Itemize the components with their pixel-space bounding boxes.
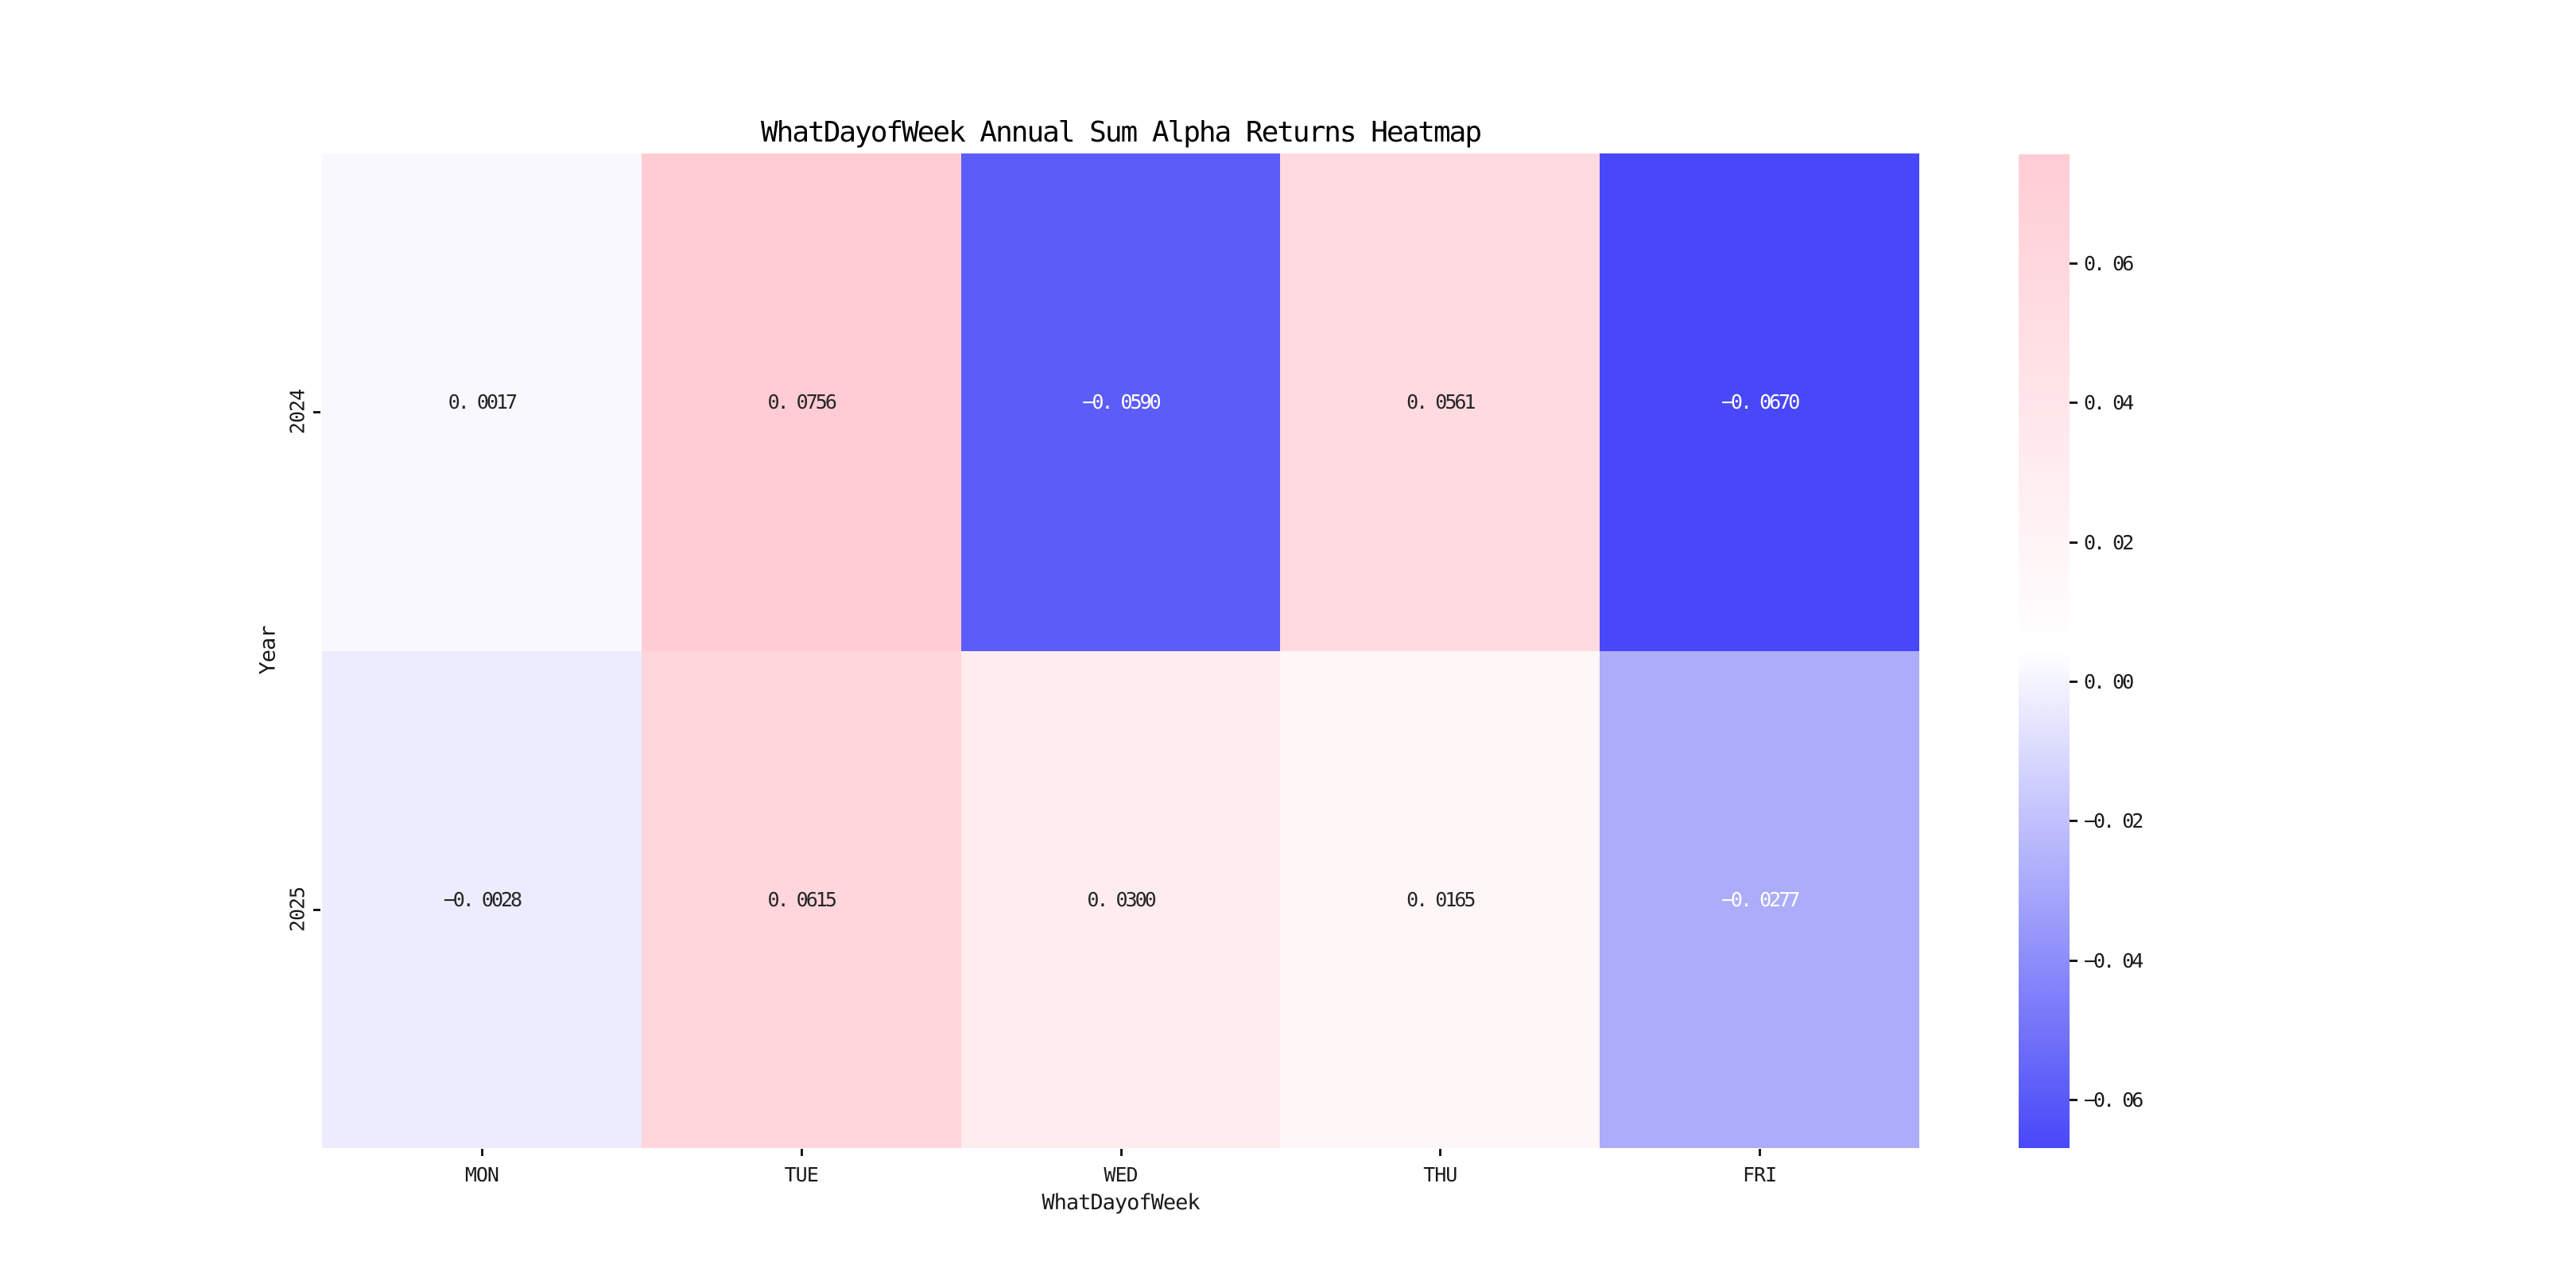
heatmap-cell-2024-tue: 0. 0756 <box>641 153 961 651</box>
colorbar-tick-mark <box>2070 541 2077 544</box>
colorbar-tick-mark <box>2070 401 2077 404</box>
heatmap-cell-2025-fri: −0. 0277 <box>1600 650 1919 1148</box>
x-tick-label-thu: THU <box>1423 1163 1457 1186</box>
x-tick-label-mon: MON <box>464 1163 499 1186</box>
x-tick-labels: MON TUE WED THU FRI <box>322 1163 1919 1186</box>
colorbar-tick-mark <box>2070 262 2077 265</box>
cell-value: 0. 0165 <box>1406 887 1476 911</box>
x-tick-mark-thu <box>1439 1149 1441 1156</box>
colorbar-tick-mark <box>2070 819 2077 822</box>
cell-value: 0. 0017 <box>448 390 518 414</box>
heatmap-cell-2025-tue: 0. 0615 <box>641 650 961 1148</box>
colorbar-tick: −0. 02 <box>2070 809 2143 832</box>
colorbar-tick-mark <box>2070 680 2077 683</box>
cell-value: 0. 0561 <box>1406 390 1476 414</box>
heatmap-cell-2024-thu: 0. 0561 <box>1280 153 1600 651</box>
x-tick-label-tue: TUE <box>784 1163 819 1186</box>
colorbar-tick: 0. 02 <box>2070 530 2134 554</box>
heatmap-cell-2025-thu: 0. 0165 <box>1280 650 1600 1148</box>
y-tick-mark-2024 <box>313 411 320 413</box>
chart-title: WhatDayofWeek Annual Sum Alpha Returns H… <box>761 116 1482 149</box>
colorbar-tick-label: 0. 02 <box>2084 530 2134 554</box>
colorbar-tick-label: −0. 06 <box>2084 1088 2143 1111</box>
colorbar-tick: 0. 06 <box>2070 251 2134 275</box>
colorbar-tick-mark <box>2070 959 2077 962</box>
x-tick-label-fri: FRI <box>1743 1163 1777 1186</box>
x-tick-mark-mon <box>481 1149 483 1156</box>
heatmap-cell-2024-fri: −0. 0670 <box>1600 153 1919 651</box>
colorbar-tick-label: 0. 04 <box>2084 390 2134 414</box>
y-tick-label-2025: 2025 <box>285 886 309 933</box>
colorbar-tick: −0. 04 <box>2070 949 2143 972</box>
cell-value: 0. 0756 <box>767 390 837 414</box>
y-tick-mark-2025 <box>313 909 320 911</box>
x-tick-mark-fri <box>1759 1149 1761 1156</box>
heatmap-cell-2025-mon: −0. 0028 <box>322 650 642 1148</box>
colorbar-tick: 0. 00 <box>2070 669 2134 693</box>
cell-value: −0. 0670 <box>1721 390 1800 414</box>
colorbar-tick: −0. 06 <box>2070 1088 2143 1111</box>
cell-value: −0. 0028 <box>443 887 522 911</box>
colorbar-tick-label: −0. 02 <box>2084 809 2143 832</box>
y-axis-label: Year <box>255 626 281 675</box>
x-tick-mark-tue <box>801 1149 803 1156</box>
colorbar-tick-label: 0. 00 <box>2084 669 2134 693</box>
cell-value: 0. 0615 <box>767 887 837 911</box>
cell-value: 0. 0300 <box>1087 887 1156 911</box>
colorbar-tick-label: −0. 04 <box>2084 949 2143 972</box>
heatmap-grid: 0. 0017 0. 0756 −0. 0590 0. 0561 −0. 067… <box>322 153 1919 1148</box>
heatmap-cell-2024-mon: 0. 0017 <box>322 153 642 651</box>
cell-value: −0. 0277 <box>1721 887 1800 911</box>
colorbar-tick-mark <box>2070 1098 2077 1101</box>
heatmap-cell-2025-wed: 0. 0300 <box>960 650 1281 1148</box>
cell-value: −0. 0590 <box>1082 390 1161 414</box>
x-axis-label: WhatDayofWeek <box>1042 1190 1200 1215</box>
y-tick-label-2024: 2024 <box>285 389 309 435</box>
colorbar-tick: 0. 04 <box>2070 390 2134 414</box>
x-tick-mark-wed <box>1120 1149 1123 1156</box>
heatmap-cell-2024-wed: −0. 0590 <box>960 153 1281 651</box>
colorbar: 0. 06 0. 04 0. 02 0. 00 −0. 02 −0. 04 −0… <box>2019 154 2143 1148</box>
colorbar-tick-label: 0. 06 <box>2084 251 2134 275</box>
x-tick-label-wed: WED <box>1104 1163 1138 1186</box>
